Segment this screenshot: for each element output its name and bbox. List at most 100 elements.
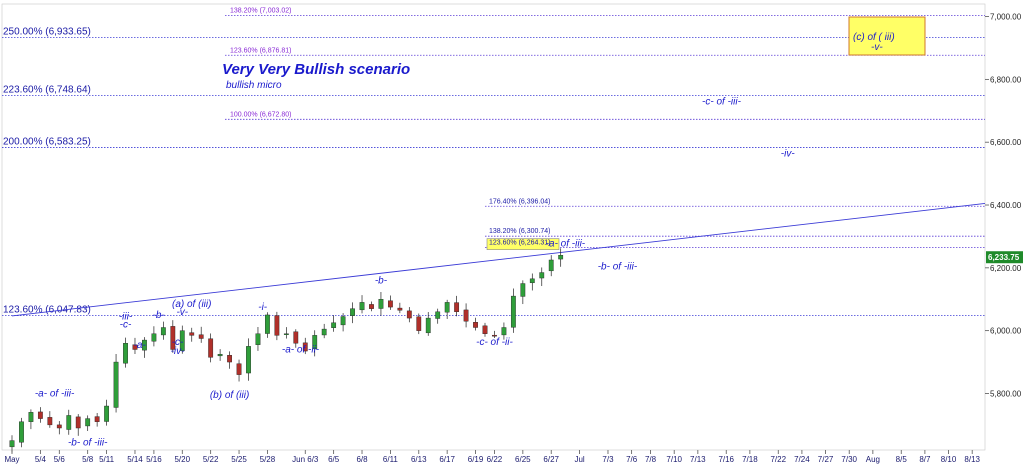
- wave-label: (a) of (iii): [172, 299, 211, 310]
- candle-body: [274, 315, 280, 336]
- candle-body: [265, 314, 270, 334]
- candle-body: [510, 295, 516, 328]
- grid: [1, 3, 986, 451]
- wave-label: -b- of -iii-: [68, 437, 108, 448]
- y-tick-label: 6,000.00: [990, 327, 1022, 336]
- candle-body: [321, 328, 327, 336]
- candle-body: [501, 327, 507, 336]
- x-tick-label: 5/4: [35, 455, 47, 464]
- x-tick-label: 7/27: [818, 455, 834, 464]
- wave-label: -c- of -ii-: [476, 337, 513, 348]
- candle-body: [75, 416, 81, 429]
- candle-body: [378, 299, 384, 309]
- callout-line2: -v-: [871, 42, 883, 53]
- candle-body: [151, 333, 157, 342]
- trendline: [11, 202, 986, 317]
- candle-body: [56, 424, 62, 429]
- candle-body: [350, 308, 355, 316]
- candle-body: [28, 412, 34, 422]
- x-tick-label: 6/17: [439, 455, 455, 464]
- wave-label: -c-: [120, 320, 132, 331]
- candle-body: [473, 322, 478, 328]
- y-tick-label: 6,600.00: [990, 138, 1022, 147]
- candle-body: [331, 322, 337, 328]
- wave-label: -v-: [176, 307, 188, 318]
- x-tick-label: 5/22: [203, 455, 219, 464]
- wave-label: -b-: [153, 310, 166, 321]
- x-tick-label: 5/16: [146, 455, 162, 464]
- x-tick-label: 6/11: [383, 455, 399, 464]
- wave-label: -c- of -iii-: [702, 97, 742, 108]
- candle-body: [160, 327, 166, 336]
- wave-label: -b-: [375, 276, 388, 287]
- x-tick-label: 6/27: [543, 455, 559, 464]
- candle-body: [170, 326, 176, 350]
- candle-body: [444, 302, 450, 313]
- plot-frame: [1, 3, 986, 451]
- candle-body: [406, 310, 412, 319]
- fib-label: 176.40% (6,396.04): [489, 198, 551, 205]
- candle-body: [198, 334, 204, 339]
- candle-body: [482, 325, 488, 334]
- wave-label: -iii-: [119, 312, 133, 323]
- fib-label: 123.60% (6,264.31): [489, 240, 551, 247]
- fib-label: 138.20% (7,003.02): [230, 8, 292, 15]
- candle-body: [208, 338, 214, 358]
- candle-body: [388, 300, 393, 308]
- y-tick-label: 6,200.00: [990, 264, 1022, 273]
- price-tag: [986, 251, 1023, 264]
- candle-body: [104, 405, 110, 422]
- candle-body: [359, 302, 365, 311]
- candle-body: [189, 332, 195, 336]
- x-tick-label: 5/6: [54, 455, 66, 464]
- candle-body: [558, 255, 564, 260]
- wave-label: -iv-: [781, 148, 796, 159]
- x-tick-label: 7/8: [645, 455, 657, 464]
- candle-body: [520, 283, 526, 297]
- candle-body: [340, 316, 346, 326]
- candle-body: [94, 416, 100, 422]
- candle-body: [113, 361, 119, 408]
- x-tick-label: 8/13: [964, 455, 980, 464]
- wave-label: -iv-: [171, 346, 186, 357]
- candle-body: [132, 344, 138, 350]
- fib-label: 223.60% (6,748.64): [3, 85, 91, 96]
- x-tick-label: Aug: [866, 455, 880, 464]
- trendline-line: [11, 202, 986, 317]
- candle-body: [293, 331, 299, 344]
- x-tick-label: 5/28: [260, 455, 276, 464]
- candle-body: [548, 259, 554, 272]
- x-tick-label: 7/13: [690, 455, 706, 464]
- candle-body: [539, 272, 545, 279]
- x-tick-label: 7/24: [794, 455, 810, 464]
- fib-highlight-box: [486, 238, 560, 250]
- fib-label: 200.00% (6,583.25): [3, 136, 91, 147]
- candle-body: [179, 330, 185, 351]
- x-tick-label: 6/19: [468, 455, 484, 464]
- fib-label: 123.60% (6,047.83): [3, 305, 91, 316]
- x-tick-label: 6/13: [411, 455, 427, 464]
- candle-body: [66, 415, 72, 430]
- x-tick-label: 6/8: [356, 455, 368, 464]
- wave-label: (b) of (iii): [210, 390, 249, 401]
- x-tick-label: 5/8: [82, 455, 94, 464]
- fib-label: 138.20% (6,300.74): [489, 228, 551, 235]
- fib-label: 250.00% (6,933.65): [3, 26, 91, 37]
- candle-body: [227, 355, 232, 363]
- candle-body: [85, 418, 91, 427]
- fib-label: 100.00% (6,672.80): [230, 111, 292, 118]
- x-tick-label: May: [4, 455, 19, 464]
- candle-body: [397, 307, 403, 311]
- x-tick-label: 7/16: [718, 455, 734, 464]
- candle-body: [9, 440, 15, 448]
- candle-body: [217, 354, 223, 357]
- wave-labels: -a- of -iii--b- of -iii--iii--c--a--b-(a…: [35, 16, 926, 448]
- candle-body: [425, 317, 431, 334]
- wave-label: -a- of -ii-: [282, 345, 320, 356]
- x-tick-label: 7/3: [602, 455, 614, 464]
- wave-label: -b- of -iii-: [598, 261, 638, 272]
- candle-body: [454, 302, 460, 313]
- y-tick-label: 6,400.00: [990, 201, 1022, 210]
- wave-label: -i-: [258, 302, 268, 313]
